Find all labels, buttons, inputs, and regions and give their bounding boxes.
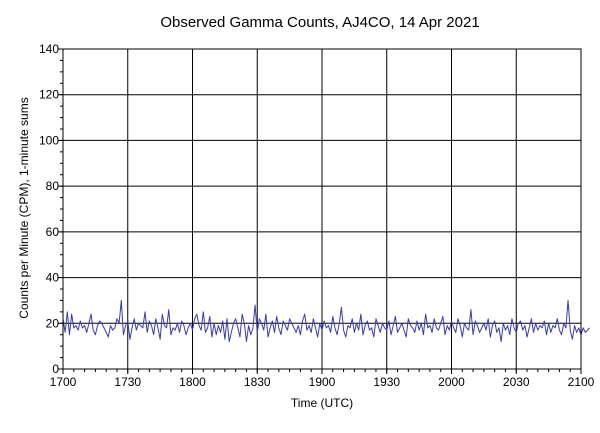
y-tick-label: 20 [46, 316, 60, 330]
chart-title: Observed Gamma Counts, AJ4CO, 14 Apr 202… [160, 14, 479, 31]
x-tick-label: 1800 [179, 375, 206, 389]
x-axis: 1700 1730 1800 1830 1900 1930 2000 2030 2100 [50, 369, 595, 389]
y-axis: 0 20 40 60 80 100 120 140 [39, 42, 63, 376]
x-tick-label: 1700 [50, 375, 77, 389]
x-tick-label: 2000 [438, 375, 465, 389]
y-tick-label: 120 [39, 88, 59, 102]
x-tick-label: 1930 [373, 375, 400, 389]
x-tick-label: 1730 [114, 375, 141, 389]
grid [63, 49, 581, 369]
x-tick-label: 1830 [244, 375, 271, 389]
x-axis-title: Time (UTC) [291, 396, 353, 410]
x-tick-label: 2100 [568, 375, 595, 389]
y-tick-label: 40 [46, 271, 60, 285]
series-layer [62, 299, 590, 343]
series-line [62, 299, 590, 343]
x-tick-label: 2030 [503, 375, 530, 389]
y-tick-label: 140 [39, 42, 59, 56]
y-tick-label: 60 [46, 225, 60, 239]
y-tick-label: 80 [46, 179, 60, 193]
x-tick-label: 1900 [309, 375, 336, 389]
y-tick-label: 0 [52, 362, 59, 376]
y-axis-title: Counts per Minute (CPM), 1-minute sums [17, 97, 31, 318]
y-tick-label: 100 [39, 133, 59, 147]
